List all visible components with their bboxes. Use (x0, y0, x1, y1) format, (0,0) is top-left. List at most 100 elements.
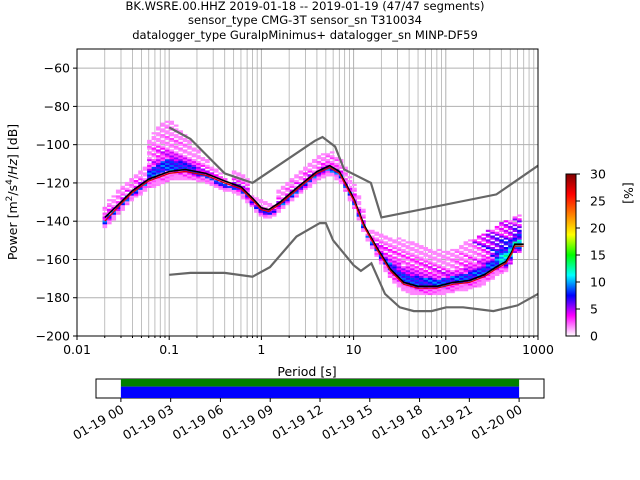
histogram-cell (490, 241, 495, 244)
histogram-cell (499, 271, 504, 275)
histogram-cell (383, 258, 388, 261)
histogram-cell (164, 151, 170, 154)
histogram-cell (298, 189, 304, 192)
histogram-cell (129, 183, 134, 187)
histogram-cell (107, 210, 112, 213)
histogram-cell (499, 258, 504, 261)
histogram-cell (147, 162, 152, 165)
y-tick-label: −80 (44, 99, 70, 114)
histogram-cell (463, 246, 469, 250)
histogram-cell (156, 178, 161, 181)
histogram-cell (450, 260, 455, 263)
histogram-cell (173, 153, 179, 156)
histogram-cell (432, 283, 437, 286)
histogram-cell (445, 283, 451, 286)
mode-curve (104, 166, 524, 289)
histogram-cell (445, 281, 451, 284)
histogram-cell (200, 178, 206, 181)
histogram-cell (463, 289, 469, 292)
title-line-3: datalogger_type GuralpMinimus+ datalogge… (132, 28, 478, 42)
histogram-cell (147, 166, 152, 169)
histogram-cell (254, 197, 259, 200)
histogram-cell (378, 260, 384, 263)
histogram-cell (205, 164, 210, 167)
histogram-cell (191, 162, 197, 165)
histogram-cell (218, 185, 224, 188)
histogram-cell (476, 258, 482, 261)
histogram-cell (280, 193, 286, 196)
histogram-cell (450, 269, 455, 273)
histogram-cell (294, 185, 299, 188)
histogram-cell (463, 287, 469, 290)
histogram-cell (512, 241, 518, 244)
histogram-cell (432, 281, 437, 284)
histogram-cell (160, 147, 166, 150)
histogram-cell (347, 187, 353, 190)
histogram-cell (303, 166, 308, 169)
histogram-cell (249, 202, 255, 206)
curve-lines (104, 126, 538, 313)
histogram-cell (472, 258, 478, 261)
noise-model-high-curve (168, 126, 538, 219)
histogram-cell (173, 128, 179, 131)
histogram-cell (178, 143, 183, 146)
histogram-cell (187, 151, 192, 154)
histogram-cell (432, 277, 437, 280)
histogram-cell (445, 273, 451, 276)
histogram-cell (481, 245, 487, 248)
histogram-cell (485, 264, 491, 267)
histogram-cell (423, 264, 429, 267)
histogram-cell (209, 168, 215, 171)
histogram-cell (187, 176, 192, 179)
histogram-cell (338, 166, 344, 169)
histogram-cell (213, 174, 219, 177)
histogram-cell (432, 258, 437, 261)
histogram-cell (142, 187, 148, 190)
histogram-cell (427, 292, 433, 296)
histogram-cell (517, 233, 522, 236)
histogram-cell (236, 191, 241, 194)
histogram-cell (280, 206, 286, 210)
histogram-cell (147, 172, 152, 175)
histogram-cell (401, 260, 406, 263)
histogram-cell (517, 224, 522, 227)
histogram-cell (476, 285, 482, 288)
histogram-cell (191, 155, 197, 158)
histogram-cell (236, 185, 241, 188)
histogram-cell (405, 279, 411, 282)
histogram-cell (173, 168, 179, 171)
histogram-cell (485, 279, 491, 282)
histogram-cell (178, 158, 183, 162)
histogram-cell (410, 268, 415, 271)
histogram-cell (454, 256, 460, 259)
histogram-cell (472, 264, 478, 267)
histogram-cell (436, 290, 442, 294)
histogram-cell (156, 151, 161, 154)
histogram-cell (107, 199, 112, 202)
histogram-cell (173, 170, 179, 173)
histogram-cell (133, 181, 139, 185)
histogram-cell (396, 246, 402, 250)
histogram-cell (401, 275, 406, 278)
histogram-cell (263, 202, 268, 206)
histogram-cell (476, 283, 482, 286)
histogram-cell (517, 239, 522, 242)
histogram-cell (151, 149, 157, 152)
histogram-cell (352, 202, 357, 206)
histogram-cell (374, 233, 380, 236)
histogram-cell (423, 266, 429, 269)
histogram-cell (298, 172, 304, 175)
histogram-cell (151, 185, 157, 188)
histogram-cell (267, 210, 273, 213)
histogram-cell (476, 264, 482, 267)
histogram-cell (387, 250, 393, 254)
histogram-cell (499, 246, 504, 250)
histogram-cell (441, 290, 446, 294)
histogram-cell (218, 183, 224, 187)
histogram-cell (508, 258, 513, 261)
histogram-cell (107, 220, 112, 223)
histogram-cell (436, 254, 442, 257)
histogram-cell (405, 273, 411, 276)
histogram-cell (454, 268, 460, 271)
histogram-cell (441, 279, 446, 282)
